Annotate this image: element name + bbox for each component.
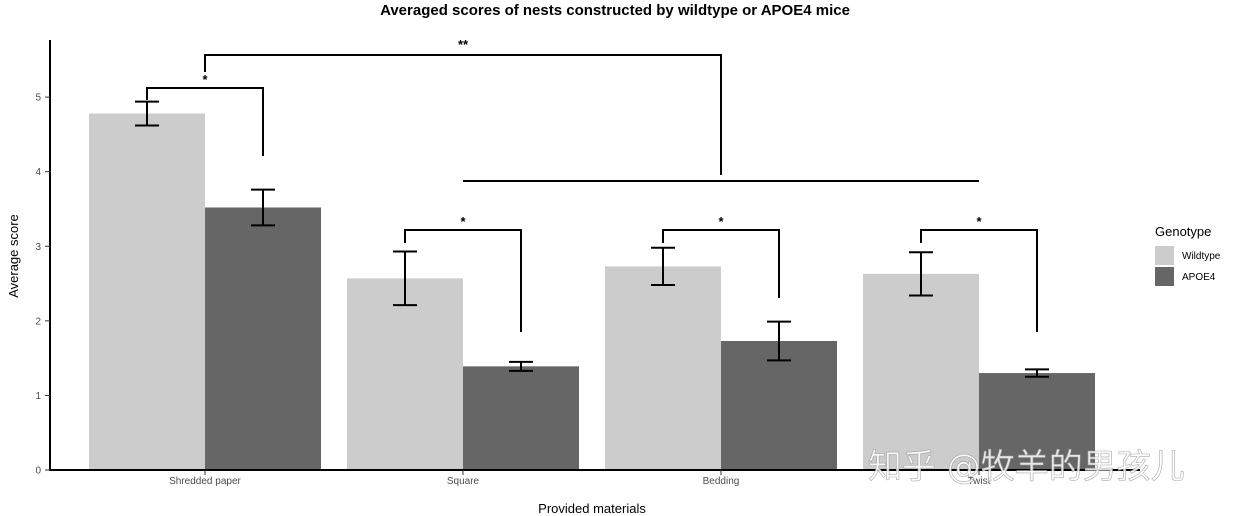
- significance-bracket-groups: **: [204, 37, 979, 182]
- legend-label: Wildtype: [1182, 251, 1221, 262]
- error-bar-apoe4-1: [251, 188, 275, 227]
- x-tick-label: Bedding: [703, 476, 740, 487]
- watermark: 知乎 @牧羊的男孩儿: [868, 447, 1185, 487]
- bar-wildtype-1: [89, 113, 205, 470]
- significance-bracket-1: *: [146, 72, 264, 156]
- bar-apoe4-2: [463, 366, 579, 470]
- significance-layer: ** * ***: [146, 37, 1038, 332]
- bar-apoe4-3: [721, 340, 837, 470]
- y-tick-label: 4: [35, 167, 41, 178]
- error-bar-apoe4-2: [509, 360, 533, 372]
- y-axis-title: Average score: [6, 214, 21, 298]
- bracket-line: [404, 229, 522, 332]
- bracket-line: [204, 54, 722, 175]
- bar-wildtype-4: [863, 273, 979, 470]
- axes-layer: 0 1 2 3 4 5 Shredded paper Square Bedding Twist: [35, 40, 1140, 487]
- significance-label: *: [718, 214, 724, 229]
- legend-swatch: [1155, 267, 1174, 286]
- legend-swatch: [1155, 246, 1174, 265]
- significance-label: *: [976, 214, 982, 229]
- significance-bracket-2: *: [404, 214, 522, 332]
- bar-wildtype-2: [347, 278, 463, 470]
- x-tick-label: Shredded paper: [169, 476, 241, 487]
- significance-bracket-3: *: [662, 214, 780, 298]
- legend: Genotype Wildtype APOE4: [1155, 224, 1221, 286]
- bar-wildtype-3: [605, 266, 721, 470]
- x-tick-label: Twist: [968, 476, 991, 487]
- legend-title: Genotype: [1155, 224, 1211, 239]
- legend-item-apoe4: APOE4: [1155, 267, 1216, 286]
- significance-bracket-4: *: [920, 214, 1038, 332]
- legend-item-wildtype: Wildtype: [1155, 246, 1221, 265]
- y-tick-label: 1: [35, 391, 41, 402]
- x-axis-title: Provided materials: [538, 501, 646, 516]
- y-tick-label: 5: [35, 93, 41, 104]
- error-bar-wildtype-2: [393, 250, 417, 307]
- chart-title: Averaged scores of nests constructed by …: [380, 2, 850, 19]
- bars-layer: [89, 113, 1095, 471]
- x-tick-label: Square: [447, 476, 480, 487]
- bracket-line: [662, 229, 780, 298]
- y-tick-label: 2: [35, 316, 41, 327]
- significance-label: **: [458, 37, 469, 52]
- bar-apoe4-4: [979, 373, 1095, 470]
- error-bar-wildtype-3: [651, 246, 675, 287]
- y-tick-label: 0: [35, 466, 41, 477]
- y-tick-label: 3: [35, 242, 41, 253]
- legend-label: APOE4: [1182, 272, 1216, 283]
- significance-label: *: [202, 72, 208, 87]
- error-bar-apoe4-4: [1025, 368, 1049, 378]
- error-bar-wildtype-1: [135, 100, 159, 127]
- significance-label: *: [460, 214, 466, 229]
- error-bar-wildtype-4: [909, 251, 933, 297]
- bracket-line: [920, 229, 1038, 332]
- error-bars-layer: [135, 100, 1049, 378]
- bracket-line: [146, 87, 264, 156]
- error-bar-apoe4-3: [767, 320, 791, 362]
- bar-apoe4-1: [205, 207, 321, 471]
